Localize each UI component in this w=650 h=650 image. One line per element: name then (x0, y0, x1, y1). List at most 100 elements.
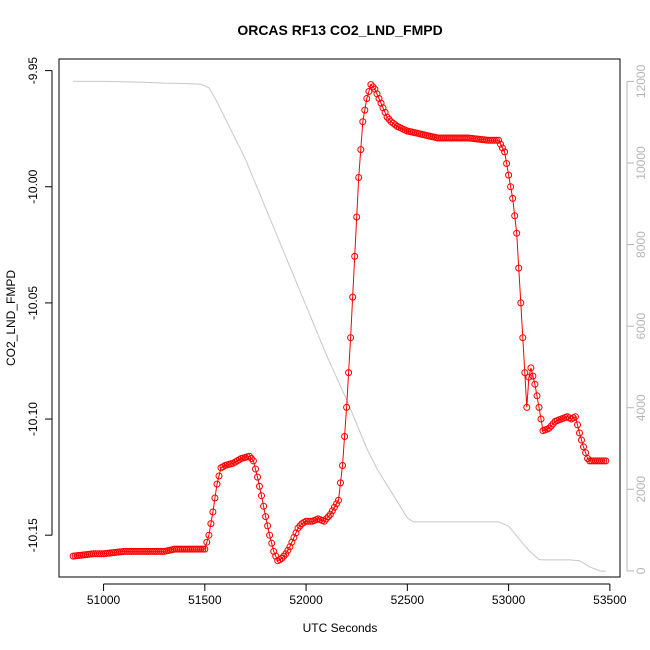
co2-point (256, 482, 263, 490)
y-tick-label: -9.95 (26, 57, 40, 85)
co2-point (576, 429, 583, 437)
co2-point (347, 334, 355, 342)
co2-point (493, 136, 500, 144)
co2-point (286, 543, 294, 551)
co2-point (503, 160, 511, 167)
co2-point (209, 508, 217, 516)
co2-point (252, 465, 259, 473)
co2-point (197, 545, 205, 553)
y-tick-label: -10.05 (26, 286, 40, 320)
co2-point (322, 515, 330, 523)
co2-point (515, 264, 523, 272)
co2-point (495, 136, 502, 144)
co2-point (513, 229, 521, 237)
co2-point (598, 457, 606, 465)
co2-point (527, 364, 535, 372)
co2-point (345, 369, 353, 377)
co2-point (213, 480, 221, 488)
co2-point (509, 194, 517, 202)
co2-point (547, 422, 555, 430)
co2-point (385, 115, 393, 123)
y2-tick-label: 6000 (634, 312, 648, 339)
co2-point (511, 212, 519, 220)
co2-point (602, 457, 610, 465)
co2-point (262, 513, 270, 521)
co2-point (529, 372, 537, 380)
co2-point (363, 95, 371, 102)
co2-point (375, 95, 383, 102)
co2-point (533, 392, 541, 400)
y2-tick-label: 2000 (634, 476, 648, 503)
x-tick-label: 52000 (289, 593, 323, 607)
co2-point (361, 106, 369, 114)
axes: 51000 51500 52000 52500 53000 53500 -10.15 -10.… (26, 57, 648, 607)
co2-point (381, 108, 389, 116)
co2-series (69, 81, 610, 565)
co2-point (282, 550, 290, 558)
y-tick-label: -10.15 (26, 518, 40, 552)
co2-point (537, 415, 545, 423)
co2-point (272, 552, 280, 560)
co2-point (326, 510, 334, 518)
co2-point (367, 81, 375, 89)
co2-point (249, 457, 257, 465)
x-tick-label: 51000 (87, 593, 121, 607)
co2-point (339, 462, 346, 469)
co2-point (333, 500, 340, 508)
co2-point (288, 538, 296, 546)
co2-point (531, 380, 539, 388)
chart-title: ORCAS RF13 CO2_LND_FMPD (237, 22, 442, 38)
co2-point (199, 545, 207, 553)
x-tick-label: 51500 (188, 593, 222, 607)
co2-point (517, 299, 525, 307)
co2-point (507, 183, 515, 191)
co2-point (359, 118, 367, 126)
co2-point (278, 554, 286, 562)
co2-point (254, 473, 261, 481)
co2-point (523, 403, 531, 411)
y2-tick-label: 12000 (634, 64, 648, 98)
co2-point (369, 83, 377, 91)
co2-point (355, 174, 363, 181)
co2-point (284, 546, 292, 554)
co2-point (373, 90, 381, 98)
co2-point (215, 472, 223, 480)
co2-point (258, 492, 265, 500)
co2-point (571, 413, 579, 421)
co2-point (292, 529, 300, 537)
co2-point (535, 403, 543, 411)
co2-point (519, 334, 527, 342)
y2-tick-label: 0 (634, 567, 648, 574)
co2-point (245, 452, 253, 460)
co2-point (205, 531, 213, 539)
altitude-series (73, 80, 606, 572)
co2-point (341, 433, 349, 440)
co2-point (270, 547, 278, 555)
co2-point (266, 531, 274, 539)
co2-point (545, 424, 553, 432)
x-tick-label: 53000 (492, 593, 526, 607)
x-axis-label: UTC Seconds (303, 621, 378, 635)
co2-point (203, 538, 211, 546)
co2-point (337, 479, 344, 487)
y2-tick-label: 10000 (634, 146, 648, 180)
y-axis-label: CO2_LND_FMPD (4, 270, 18, 366)
co2-point (296, 522, 304, 530)
co2-point (574, 421, 581, 429)
co2-point (600, 457, 608, 465)
co2-point (383, 113, 391, 121)
co2-point (365, 88, 373, 95)
co2-point (201, 545, 209, 553)
co2-point (324, 513, 332, 521)
plot-frame (58, 58, 621, 578)
co2-point (497, 140, 504, 148)
co2-point (505, 171, 513, 179)
co2-point (207, 520, 215, 528)
co2-point (280, 552, 288, 560)
co2-point (357, 146, 365, 154)
co2-point (525, 373, 533, 381)
y-tick-label: -10.00 (26, 169, 40, 203)
co2-point (578, 436, 585, 444)
y-tick-label: -10.10 (26, 402, 40, 436)
